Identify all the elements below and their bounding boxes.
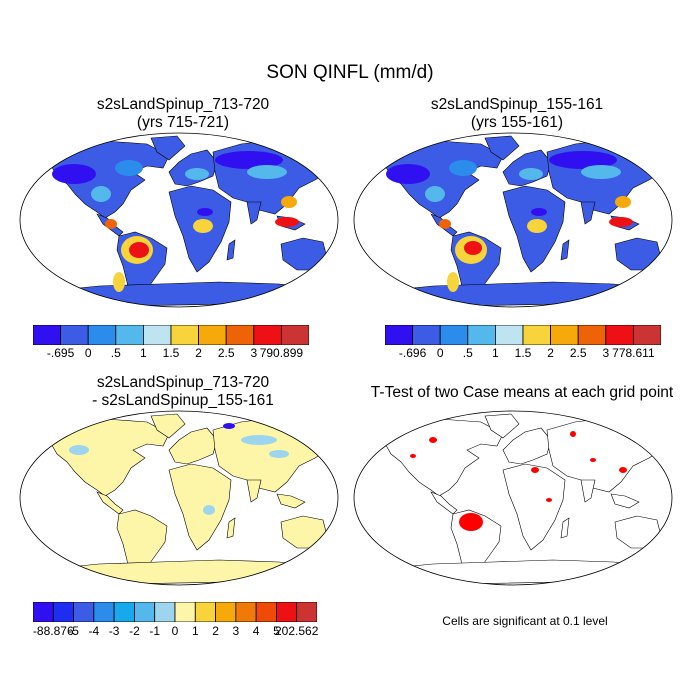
panel2-colorbar-swatch: [632, 325, 661, 345]
panel1-colorbar-swatch: [170, 325, 200, 345]
panel3-title-line2: - s2sLandSpinup_155-161: [92, 392, 274, 409]
panel2-colorbar-label: .5: [462, 346, 473, 360]
panel3-colorbar-swatch: [215, 602, 237, 622]
panel2-title: s2sLandSpinup_155-161 (yrs 155-161): [352, 96, 682, 132]
panel1-colorbar-swatch: [280, 325, 309, 345]
panel1-colorbar-label: 1: [140, 346, 147, 360]
panel1-map: [19, 132, 339, 308]
panel2-colorbar-label: 778.611: [612, 346, 655, 360]
panel3-colorbar-swatch: [276, 602, 298, 622]
panel2-colorbar-swatch: [522, 325, 552, 345]
panel1-colorbar-label: 0: [84, 346, 92, 360]
panel3-colorbar-label: -5: [68, 624, 79, 638]
panel2-map: [353, 132, 673, 308]
significance-note: Cells are significant at 0.1 level: [442, 614, 608, 628]
panel2-colorbar-label: -.696: [398, 346, 427, 360]
panel4-map: [353, 410, 673, 586]
panel1-colorbar-label: 790.899: [259, 346, 304, 360]
panel1-colorbar: [33, 325, 309, 345]
panel3-colorbar-labels: -88.876 -5 -4 -3 -2 -1 0 1 2 3 4 5 202.562: [32, 624, 319, 640]
panel2-colorbar-label: 3: [602, 346, 610, 360]
panel3-colorbar-label: 4: [252, 624, 260, 638]
panel3-colorbar-label: 5: [273, 624, 280, 638]
panel3-colorbar-swatch: [134, 602, 156, 622]
panel2-colorbar-label: 2.5: [569, 346, 587, 360]
panel1-colorbar-swatch: [253, 325, 282, 345]
panel3-colorbar-label: 202.562: [275, 624, 319, 638]
panel3-colorbar-swatch: [235, 602, 257, 622]
panel2-title-line2: (yrs 155-161): [470, 114, 564, 131]
panel3-colorbar-swatch: [255, 602, 277, 622]
panel2-colorbar-swatch: [577, 325, 607, 345]
panel1-colorbar-swatch: [87, 325, 117, 345]
panel3-colorbar-swatch: [174, 602, 196, 622]
panel3-map: [19, 410, 339, 586]
panel1-colorbar-label: 2: [195, 346, 202, 360]
panel2-title-line1: s2sLandSpinup_155-161: [430, 96, 604, 113]
panel3-colorbar-swatch: [73, 602, 95, 622]
panel3-colorbar-swatch: [154, 602, 176, 622]
panel3-colorbar-label: -4: [88, 624, 100, 638]
panel1-colorbar-label: .5: [110, 346, 121, 360]
panel3-title: s2sLandSpinup_713-720 - s2sLandSpinup_15…: [18, 374, 348, 410]
panel1-title-line2: (yrs 715-721): [136, 114, 230, 131]
panel3-colorbar-label: 3: [232, 624, 240, 638]
panel3-colorbar-swatch: [52, 602, 74, 622]
panel4-title-line1: T-Test of two Case means at each grid po…: [370, 384, 674, 401]
panel2-colorbar-label: 1.5: [514, 346, 532, 360]
panel3-colorbar-label: -1: [149, 624, 161, 638]
panel1-title: s2sLandSpinup_713-720 (yrs 715-721): [18, 96, 348, 132]
panel2-colorbar-label: 1: [492, 346, 499, 360]
panel1-colorbar-swatch: [115, 325, 144, 345]
panel1-colorbar-swatch: [143, 325, 172, 345]
panel1-colorbar-label: 3: [250, 346, 258, 360]
panel1-title-line1: s2sLandSpinup_713-720: [96, 96, 270, 113]
panel2-colorbar-swatch: [495, 325, 524, 345]
panel1-colorbar-label: 1.5: [162, 346, 180, 360]
panel1-colorbar-swatch: [225, 325, 255, 345]
panel2-colorbar-labels: -.696 0 .5 1 1.5 2 2.5 3 778.611: [385, 346, 661, 362]
panel2-colorbar-swatch: [385, 325, 414, 345]
panel3-colorbar: [33, 602, 317, 622]
panel1-colorbar-label: 2.5: [217, 346, 235, 360]
panel2-colorbar-swatch: [605, 325, 634, 345]
panel3-colorbar-label: 2: [212, 624, 219, 638]
panel1-colorbar-swatch: [60, 325, 89, 345]
panel3-colorbar-label: 0: [171, 624, 179, 638]
panel3-colorbar-label: -3: [108, 624, 120, 638]
panel1-colorbar-swatch: [198, 325, 227, 345]
panel2-colorbar-swatch: [550, 325, 579, 345]
panel2-colorbar-swatch: [439, 325, 469, 345]
panel1-colorbar-labels: -.695 0 .5 1 1.5 2 2.5 3 790.899: [33, 346, 309, 362]
panel3-colorbar-label: -2: [129, 624, 140, 638]
panel2-colorbar: [385, 325, 661, 345]
panel3-colorbar-swatch: [33, 602, 54, 622]
panel2-colorbar-label: 0: [436, 346, 444, 360]
panel3-colorbar-label: -88.876: [32, 624, 74, 638]
panel3-colorbar-swatch: [93, 602, 115, 622]
panel1-colorbar-swatch: [33, 325, 62, 345]
panel2-colorbar-label: 2: [547, 346, 554, 360]
panel2-colorbar-swatch: [412, 325, 441, 345]
panel4-title: T-Test of two Case means at each grid po…: [352, 384, 692, 402]
panel3-colorbar-label: 1: [191, 624, 199, 638]
panel3-colorbar-swatch: [113, 602, 135, 622]
panel2-colorbar-swatch: [467, 325, 496, 345]
panel3-colorbar-swatch: [296, 602, 317, 622]
panel1-colorbar-label: -.695: [46, 346, 75, 360]
panel3-title-line1: s2sLandSpinup_713-720: [96, 374, 270, 391]
panel3-colorbar-swatch: [194, 602, 216, 622]
figure-title: SON QINFL (mm/d): [266, 62, 434, 83]
